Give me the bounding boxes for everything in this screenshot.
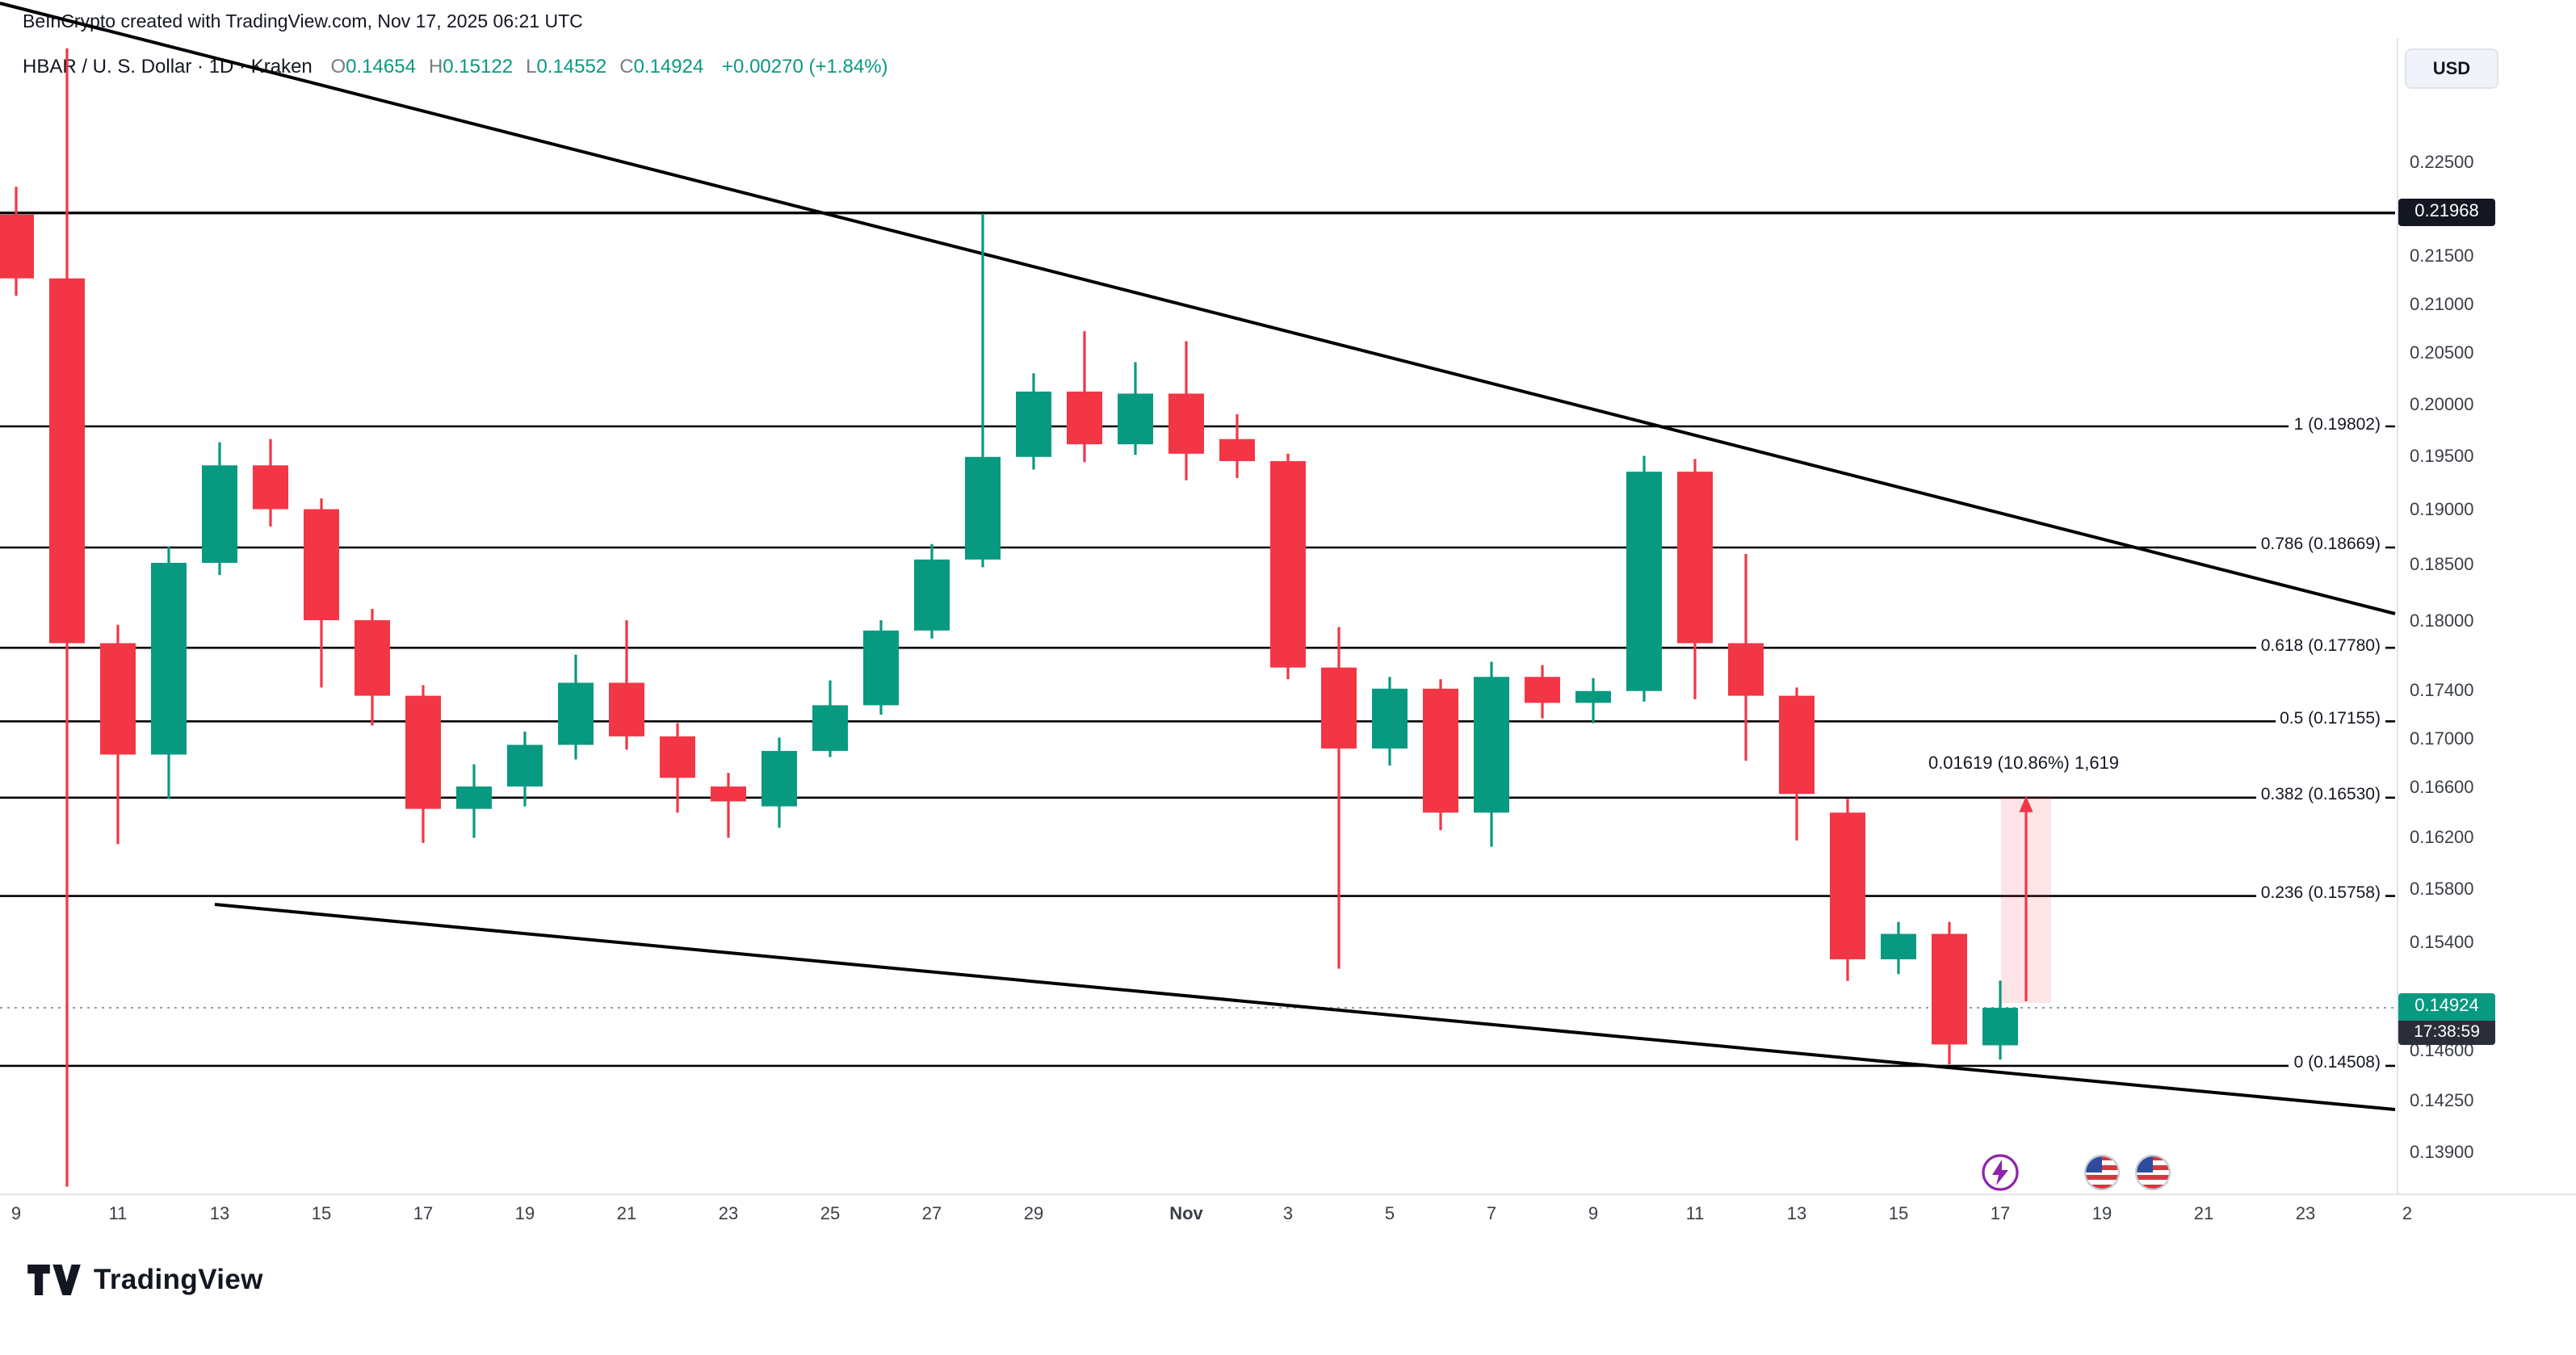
ohlc-value: 0.15122: [443, 55, 514, 78]
candle-body: [1881, 933, 1916, 959]
candle-body: [609, 682, 644, 736]
candle-body: [1372, 688, 1408, 749]
candle-body: [1270, 461, 1306, 668]
symbol-title: HBAR / U. S. Dollar · 1D · Kraken: [23, 55, 313, 78]
candle-body: [1779, 695, 1815, 795]
candle-body: [761, 750, 797, 807]
candle-body: [812, 705, 848, 751]
candle-body: [711, 786, 746, 802]
ohlc-value: 0.14654: [346, 55, 416, 78]
candle-body: [1626, 472, 1662, 691]
attribution-text: BeInCrypto created with TradingView.com,…: [23, 13, 583, 32]
candle-body: [1677, 472, 1713, 644]
candle-body: [202, 465, 237, 564]
symbol-header: HBAR / U. S. Dollar · 1D · Kraken O0.146…: [23, 55, 888, 78]
trendline: [214, 903, 2396, 1111]
flag-stripe: [2085, 1185, 2119, 1189]
ohlc-value: 0.14552: [536, 55, 607, 78]
ohlc-letter: L: [526, 55, 537, 78]
trendline: [0, 2, 2396, 615]
candle-body: [558, 682, 594, 745]
change-readout: +0.00270 (+1.84%): [722, 55, 888, 78]
candle-body: [1474, 677, 1509, 813]
candle-body: [456, 786, 492, 809]
candle-body: [1575, 690, 1611, 703]
candle-body: [1118, 393, 1153, 445]
candle-body: [49, 278, 85, 644]
ohlc-letter: C: [619, 55, 634, 78]
candle-body: [863, 630, 899, 706]
flag-stripe: [2136, 1185, 2170, 1189]
flag-stripe: [2136, 1175, 2170, 1180]
time-axis-separator: [0, 1193, 2576, 1195]
candle-body: [1525, 677, 1560, 703]
candle-body: [965, 456, 1001, 560]
ohlc-letter: H: [428, 55, 443, 78]
candle-body: [1932, 933, 1967, 1045]
candle-body: [1423, 688, 1458, 813]
candle-body: [1219, 438, 1255, 462]
candle-body: [1016, 391, 1051, 457]
candle-body: [1067, 391, 1102, 445]
candle-body: [355, 620, 390, 696]
candle-body: [304, 509, 339, 621]
candle-body: [1321, 667, 1357, 749]
currency-button[interactable]: USD: [2405, 48, 2498, 89]
candle-body: [1982, 1007, 2018, 1046]
candle-body: [507, 745, 543, 787]
candle-body: [1168, 393, 1204, 454]
flag-stripe: [2085, 1175, 2119, 1180]
flag-outline: [2134, 1154, 2171, 1191]
brand-name: TradingView: [94, 1263, 263, 1295]
candle-body: [1728, 643, 1764, 696]
candle-body: [0, 214, 34, 279]
candle-body: [405, 695, 441, 809]
footer-brand[interactable]: TradingView: [27, 1263, 263, 1297]
price-axis-separator: [2397, 39, 2398, 1193]
candle-body: [1830, 812, 1865, 959]
candle-body: [914, 559, 950, 631]
candle-body: [660, 736, 695, 778]
tradingview-logo-icon: [27, 1265, 81, 1295]
projection-arrowhead: [2019, 795, 2033, 812]
ohlc-value: 0.14924: [633, 55, 704, 78]
ohlc-readout: O0.14654 H0.15122 L0.14552 C0.14924: [317, 55, 703, 78]
candle-body: [100, 643, 136, 755]
flag-outline: [2083, 1154, 2121, 1191]
us-flag-icon[interactable]: [2135, 1155, 2171, 1190]
lightning-bolt-icon: [1992, 1160, 2008, 1185]
ohlc-letter: O: [330, 55, 346, 78]
candle-body: [151, 563, 187, 755]
candle-body: [253, 465, 288, 510]
